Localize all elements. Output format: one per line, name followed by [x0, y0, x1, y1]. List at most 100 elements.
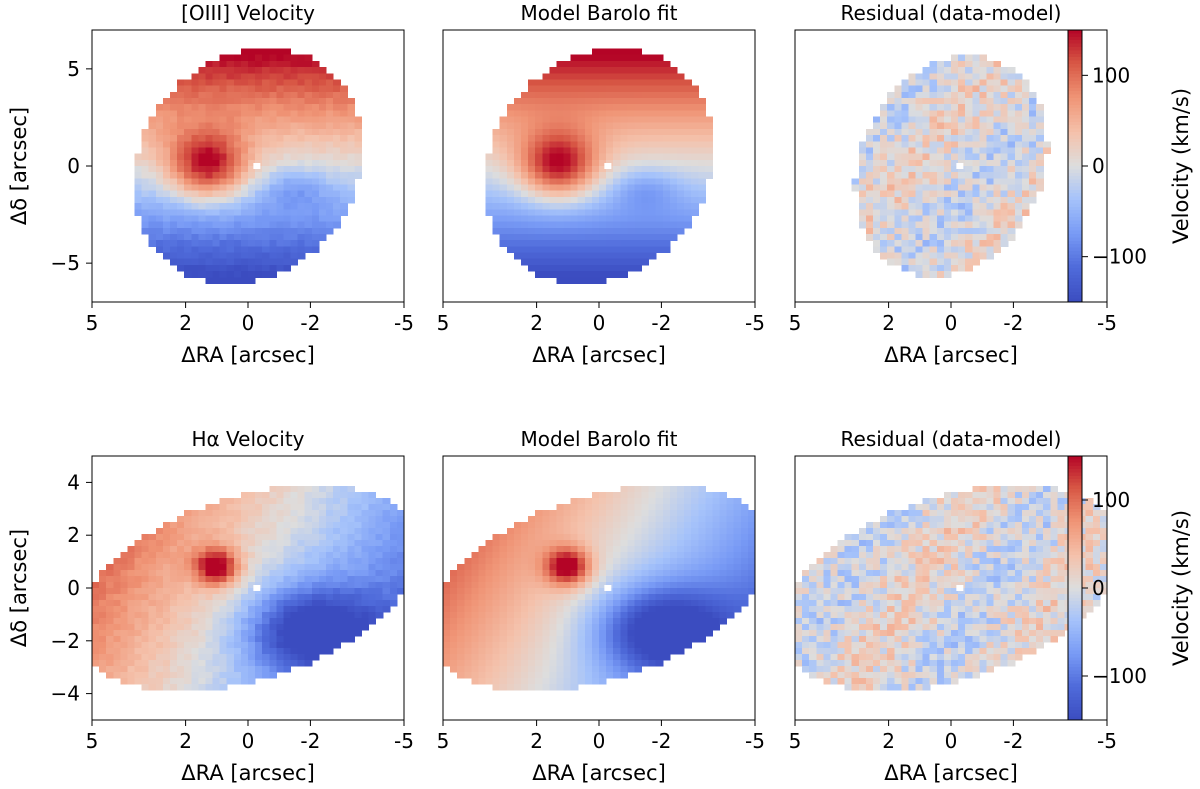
heatmap-cell [986, 85, 995, 93]
heatmap-cell [627, 540, 636, 547]
heatmap-cell [549, 654, 558, 661]
heatmap-cell [492, 654, 501, 661]
heatmap-cell [155, 190, 164, 198]
heatmap-cell [648, 522, 657, 529]
heatmap-cell [599, 73, 607, 81]
heatmap-cell [340, 630, 348, 637]
heatmap-cell [1007, 73, 1016, 81]
heatmap-cell [1021, 98, 1030, 105]
heatmap-cell [705, 166, 714, 173]
heatmap-cell [205, 98, 214, 105]
heatmap-cell [570, 534, 579, 541]
heatmap-cell [922, 252, 931, 260]
heatmap-cell [141, 209, 150, 217]
heatmap-cell [134, 624, 143, 631]
heatmap-cell [290, 636, 299, 643]
heatmap-cell [677, 128, 685, 136]
heatmap-cell [873, 153, 881, 161]
heatmap-cell [127, 558, 136, 565]
heatmap-cell [485, 630, 494, 637]
heatmap-cell [901, 227, 910, 235]
heatmap-cell [219, 234, 228, 241]
heatmap-cell [669, 534, 678, 541]
heatmap-cell [606, 510, 614, 517]
heatmap-cell [894, 116, 902, 124]
heatmap-cell [506, 234, 515, 241]
heatmap-cell [887, 203, 895, 210]
heatmap-cell [698, 498, 706, 505]
heatmap-cell [691, 128, 699, 136]
heatmap-cell [297, 630, 306, 637]
heatmap-cell [606, 540, 614, 547]
heatmap-cell [620, 510, 628, 517]
heatmap-cell [577, 159, 586, 167]
heatmap-cell [485, 178, 494, 186]
heatmap-cell [705, 546, 714, 553]
heatmap-cell [99, 606, 107, 613]
heatmap-cell [382, 606, 391, 613]
heatmap-cell [641, 252, 650, 260]
heatmap-cell [936, 196, 945, 204]
heatmap-cell [106, 576, 114, 583]
heatmap-cell [641, 203, 650, 210]
heatmap-cell [311, 221, 320, 229]
heatmap-cell [155, 654, 164, 661]
heatmap-cell [162, 122, 171, 130]
heatmap-cell [205, 516, 214, 523]
heatmap-cell [283, 209, 292, 217]
heatmap-cell [634, 570, 643, 577]
heatmap-cell [613, 546, 621, 553]
heatmap-cell [311, 612, 320, 619]
heatmap-cell [965, 178, 973, 186]
heatmap-cell [276, 159, 285, 167]
heatmap-cell [662, 147, 671, 155]
heatmap-cell [464, 588, 472, 595]
heatmap-cell [577, 564, 586, 571]
heatmap-cell [648, 594, 657, 601]
heatmap-cell [641, 648, 650, 655]
heatmap-cell [1000, 98, 1009, 105]
heatmap-cell [492, 684, 501, 691]
heatmap-cell [1000, 122, 1009, 130]
heatmap-cell [634, 203, 643, 210]
heatmap-cell [304, 612, 313, 619]
heatmap-cell [662, 91, 671, 99]
heatmap-cell [191, 227, 199, 235]
heatmap-cell [705, 122, 714, 130]
heatmap-cell [865, 159, 874, 167]
heatmap-cell [627, 594, 636, 601]
heatmap-cell [443, 606, 451, 613]
heatmap-cell [290, 178, 299, 186]
heatmap-cell [591, 498, 600, 505]
heatmap-cell [613, 264, 621, 272]
heatmap-cell [368, 528, 377, 535]
heatmap-cell [262, 252, 270, 260]
heatmap-cell [184, 85, 192, 93]
heatmap-cell [542, 522, 550, 529]
heatmap-cell [698, 116, 706, 124]
heatmap-cell [269, 153, 277, 161]
heatmap-cell [929, 227, 938, 235]
heatmap-cell [965, 153, 973, 161]
heatmap-cell [606, 654, 614, 661]
heatmap-cell [677, 73, 685, 81]
heatmap-cell [162, 147, 171, 155]
heatmap-cell [269, 252, 277, 260]
heatmap-cell [198, 252, 207, 260]
heatmap-cell [499, 654, 508, 661]
heatmap-cell [368, 510, 377, 517]
heatmap-cell [563, 209, 572, 217]
heatmap-cell [570, 172, 579, 179]
heatmap-cell [627, 196, 636, 204]
heatmap-cell [141, 666, 150, 673]
heatmap-cell [499, 666, 508, 673]
heatmap-cell [1021, 116, 1030, 124]
heatmap-cell [297, 522, 306, 529]
heatmap-cell [549, 552, 558, 559]
heatmap-cell [684, 159, 692, 167]
heatmap-cell [577, 135, 586, 142]
heatmap-cell [556, 67, 565, 74]
heatmap-cell [248, 558, 256, 565]
heatmap-cell [326, 85, 334, 93]
heatmap-cell [226, 172, 235, 179]
